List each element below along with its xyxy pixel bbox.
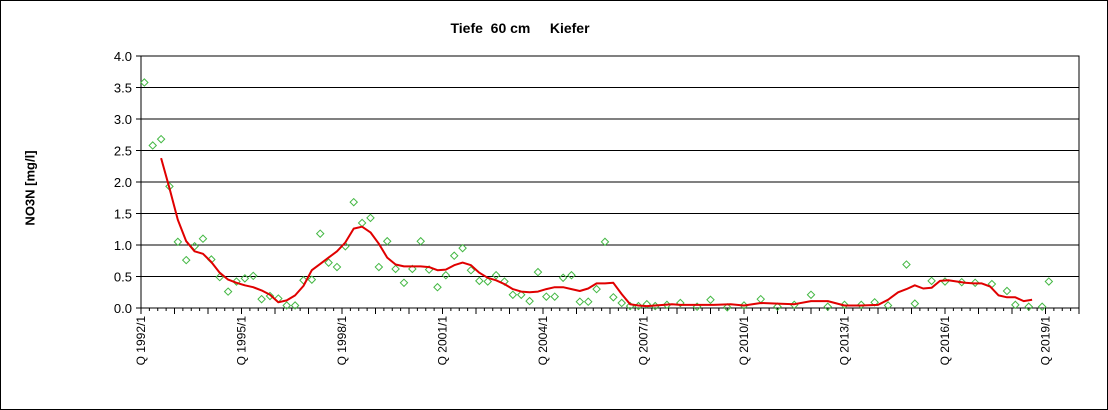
data-point: [542, 292, 551, 301]
data-point: [156, 134, 166, 144]
data-point: [332, 262, 342, 272]
data-point: [927, 276, 936, 286]
x-tick-label: Q 2016/1: [938, 316, 952, 366]
data-point: [600, 237, 610, 247]
data-point: [232, 277, 241, 286]
data-point: [823, 302, 833, 312]
data-point: [257, 294, 266, 304]
data-point: [466, 265, 476, 275]
data-point: [1011, 300, 1020, 310]
data-point: [140, 78, 149, 87]
data-point: [173, 237, 183, 247]
data-point: [856, 300, 866, 310]
data-point: [315, 229, 325, 238]
data-point: [1002, 286, 1012, 296]
data-point: [609, 292, 618, 302]
data-point: [773, 302, 782, 312]
data-point: [290, 301, 300, 310]
data-point: [676, 298, 685, 308]
data-point: [508, 290, 518, 300]
data-point: [391, 264, 400, 274]
x-tick-label: Q 1998/1: [335, 316, 349, 366]
data-point: [441, 270, 451, 280]
data-point: [282, 301, 292, 310]
data-point: [240, 274, 250, 283]
data-point: [491, 270, 501, 280]
data-point: [408, 264, 417, 274]
data-point: [617, 298, 627, 308]
x-tick-label: Q 1995/1: [235, 316, 249, 366]
y-tick-label: 3.0: [114, 112, 132, 127]
data-point: [910, 299, 920, 308]
data-point: [248, 271, 258, 281]
x-tick-label: Q 2010/1: [737, 316, 751, 366]
data-point: [902, 260, 911, 269]
x-tick-label: Q 2001/1: [436, 316, 450, 366]
data-point: [349, 197, 359, 207]
data-point: [433, 282, 442, 292]
data-point: [223, 287, 233, 296]
data-point: [449, 251, 459, 261]
trend-line: [160, 157, 1033, 308]
data-point: [583, 297, 593, 307]
data-point: [382, 236, 392, 246]
data-point: [575, 297, 585, 307]
data-point: [970, 278, 980, 288]
data-point: [181, 255, 191, 265]
data-point: [592, 284, 601, 294]
y-tick-label: 0.0: [114, 301, 132, 316]
y-tick-label: 2.5: [114, 144, 132, 159]
trend-line-path: [160, 157, 1033, 308]
x-tick-label: Q 2013/1: [838, 316, 852, 366]
x-tick-label: Q 1992/1: [134, 316, 148, 366]
data-point: [307, 275, 317, 284]
y-tick-label: 3.5: [114, 81, 132, 96]
x-tick-label: Q 2019/1: [1039, 316, 1053, 366]
data-point: [722, 303, 732, 312]
y-tick-label: 0.5: [114, 270, 132, 285]
data-point: [706, 295, 715, 305]
y-tick-label: 1.0: [114, 238, 132, 253]
x-tick-label: Q 2007/1: [637, 316, 651, 366]
data-point: [550, 292, 560, 301]
data-point: [458, 243, 467, 253]
y-tick-label: 4.0: [114, 49, 132, 64]
data-point: [533, 267, 543, 277]
data-point: [883, 301, 893, 310]
data-point: [840, 300, 849, 310]
data-point: [483, 277, 493, 286]
data-point: [558, 273, 568, 283]
data-point: [475, 276, 484, 286]
data-point: [642, 299, 652, 309]
x-tick-label: Q 2004/1: [536, 316, 550, 366]
x-axis: Q 1992/1 Q 1995/1 Q 1998/1 Q 2001/1 Q 2004/1…: [134, 308, 1080, 366]
data-point: [1024, 302, 1034, 312]
data-point: [525, 296, 534, 306]
grid-lines: [141, 87, 1079, 277]
data-point: [198, 234, 208, 244]
data-point: [265, 291, 275, 301]
data-point: [399, 278, 409, 288]
chart-title: Tiefe 60 cm Kiefer: [450, 20, 590, 36]
data-point: [1037, 302, 1047, 312]
y-axis: 0.0 0.5 1.0 1.5 2.0 2.5 3.0 3.5 4.0: [114, 49, 141, 316]
data-point: [806, 290, 816, 300]
y-tick-label: 2.0: [114, 175, 132, 190]
data-point: [366, 213, 375, 223]
y-tick-label: 1.5: [114, 207, 132, 222]
data-point: [148, 141, 158, 150]
data-point: [416, 236, 426, 246]
data-point: [567, 270, 576, 280]
data-point: [516, 290, 526, 300]
data-point: [1044, 277, 1054, 286]
data-point: [324, 258, 333, 267]
data-point: [374, 262, 384, 272]
